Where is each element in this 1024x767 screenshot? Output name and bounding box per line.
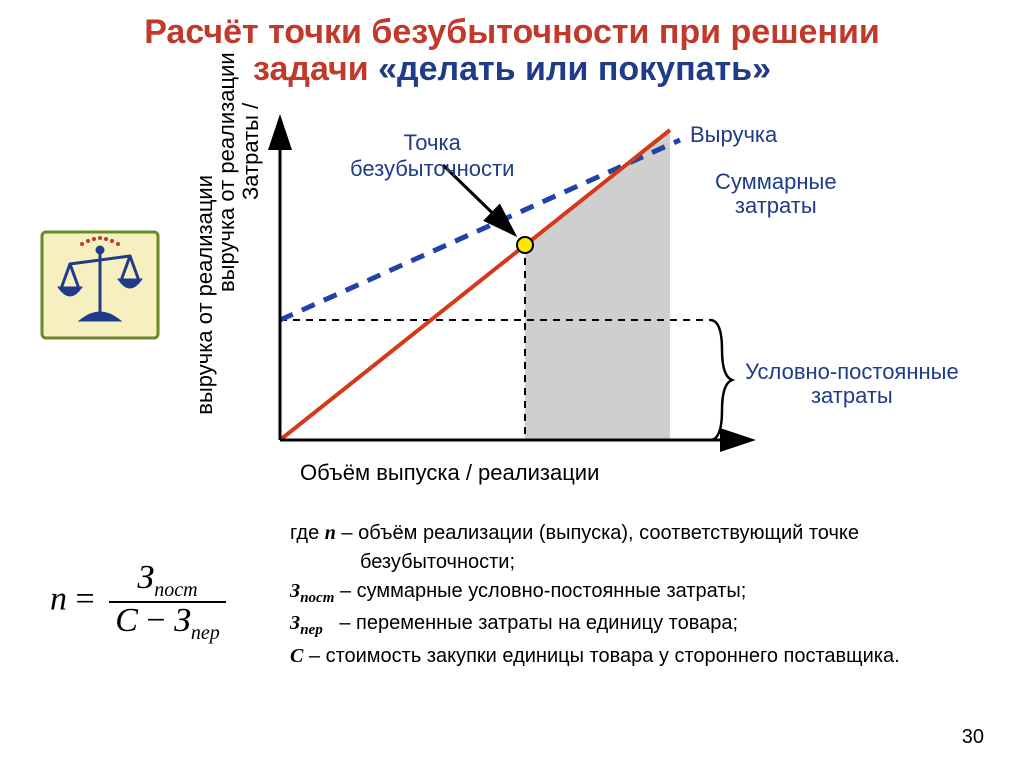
y-axis-label-2: выручка от реализации xyxy=(214,52,240,292)
scales-icon xyxy=(40,230,160,340)
revenue-label: Выручка xyxy=(690,122,777,148)
formula-legend: где n – объём реализации (выпуска), соот… xyxy=(290,520,970,672)
fixed-cost-brace xyxy=(710,320,732,440)
fixed-costs-label: Условно-постоянные затраты xyxy=(745,360,959,408)
slide-title: Расчёт точки безубыточности при решении … xyxy=(0,0,1024,89)
title-line1: Расчёт точки безубыточности при решении xyxy=(144,13,880,51)
x-axis-label: Объём выпуска / реализации xyxy=(300,460,599,486)
title-line2-blue: «делать или покупать» xyxy=(378,50,771,88)
y-axis-label-full: Затраты / xyxy=(238,103,264,200)
breakeven-formula: n = Зпост С − Зпер xyxy=(50,560,226,644)
breakeven-point xyxy=(517,237,533,253)
breakeven-label: Точка безубыточности xyxy=(350,130,514,182)
page-number: 30 xyxy=(962,726,984,749)
title-line2-red: задачи xyxy=(253,50,378,88)
total-costs-label: Суммарные затраты xyxy=(715,170,837,218)
